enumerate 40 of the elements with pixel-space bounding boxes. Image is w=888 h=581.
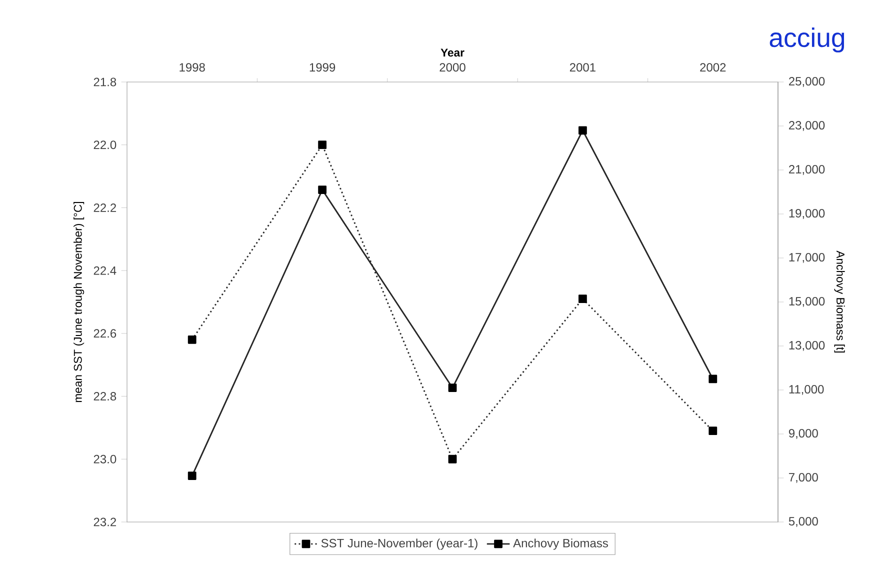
y2-tick-label: 21,000 <box>789 165 825 175</box>
y-tick-label: 22.6 <box>94 329 116 338</box>
point <box>708 374 718 384</box>
y-tick-label: 22.4 <box>94 266 116 275</box>
x-tick-label: 1998 <box>180 63 205 72</box>
point <box>448 384 457 392</box>
point <box>448 454 457 464</box>
y-tick-label: 22.8 <box>94 392 116 401</box>
y-tick-label: 21.8 <box>94 78 116 86</box>
legend-label: Anchovy Biomass <box>513 538 608 550</box>
y2-axis-title: Anchovy Biomass [t] <box>834 250 845 352</box>
y2-tick-label: 15,000 <box>789 297 825 307</box>
y2-tick-label: 5,000 <box>788 517 818 527</box>
legend-label: SST June-November (year-1) <box>321 538 478 550</box>
point <box>318 186 327 194</box>
y2-tick-label: 17,000 <box>789 253 825 263</box>
point <box>708 426 718 436</box>
y2-tick-label: 23,000 <box>789 121 825 131</box>
point <box>578 126 587 135</box>
point <box>188 336 196 344</box>
x-tick-label: 1999 <box>310 63 336 72</box>
y-tick-label: 23.2 <box>94 518 116 526</box>
x-tick-label: 2002 <box>700 63 726 72</box>
y-tick-label: 22.0 <box>94 140 116 150</box>
y2-tick-label: 25,000 <box>789 77 825 87</box>
y-tick-label: 23.0 <box>94 454 116 464</box>
y2-tick-label: 7,000 <box>789 473 818 483</box>
point <box>318 140 327 150</box>
point <box>188 472 196 480</box>
y-tick-label: 22.2 <box>94 204 116 212</box>
x-tick-label: 2000 <box>440 63 466 72</box>
x-axis-title: Year <box>440 48 464 57</box>
y-axis-title: mean SST (June trough November) [°C] <box>74 202 84 402</box>
y2-tick-label: 9,000 <box>788 429 818 439</box>
y2-tick-label: 19,000 <box>789 209 825 219</box>
y2-tick-label: 13,000 <box>789 341 825 351</box>
x-tick-label: 2001 <box>570 63 596 72</box>
text: acciug <box>770 28 844 52</box>
point <box>578 294 587 304</box>
y2-tick-label: 11,000 <box>789 385 824 395</box>
